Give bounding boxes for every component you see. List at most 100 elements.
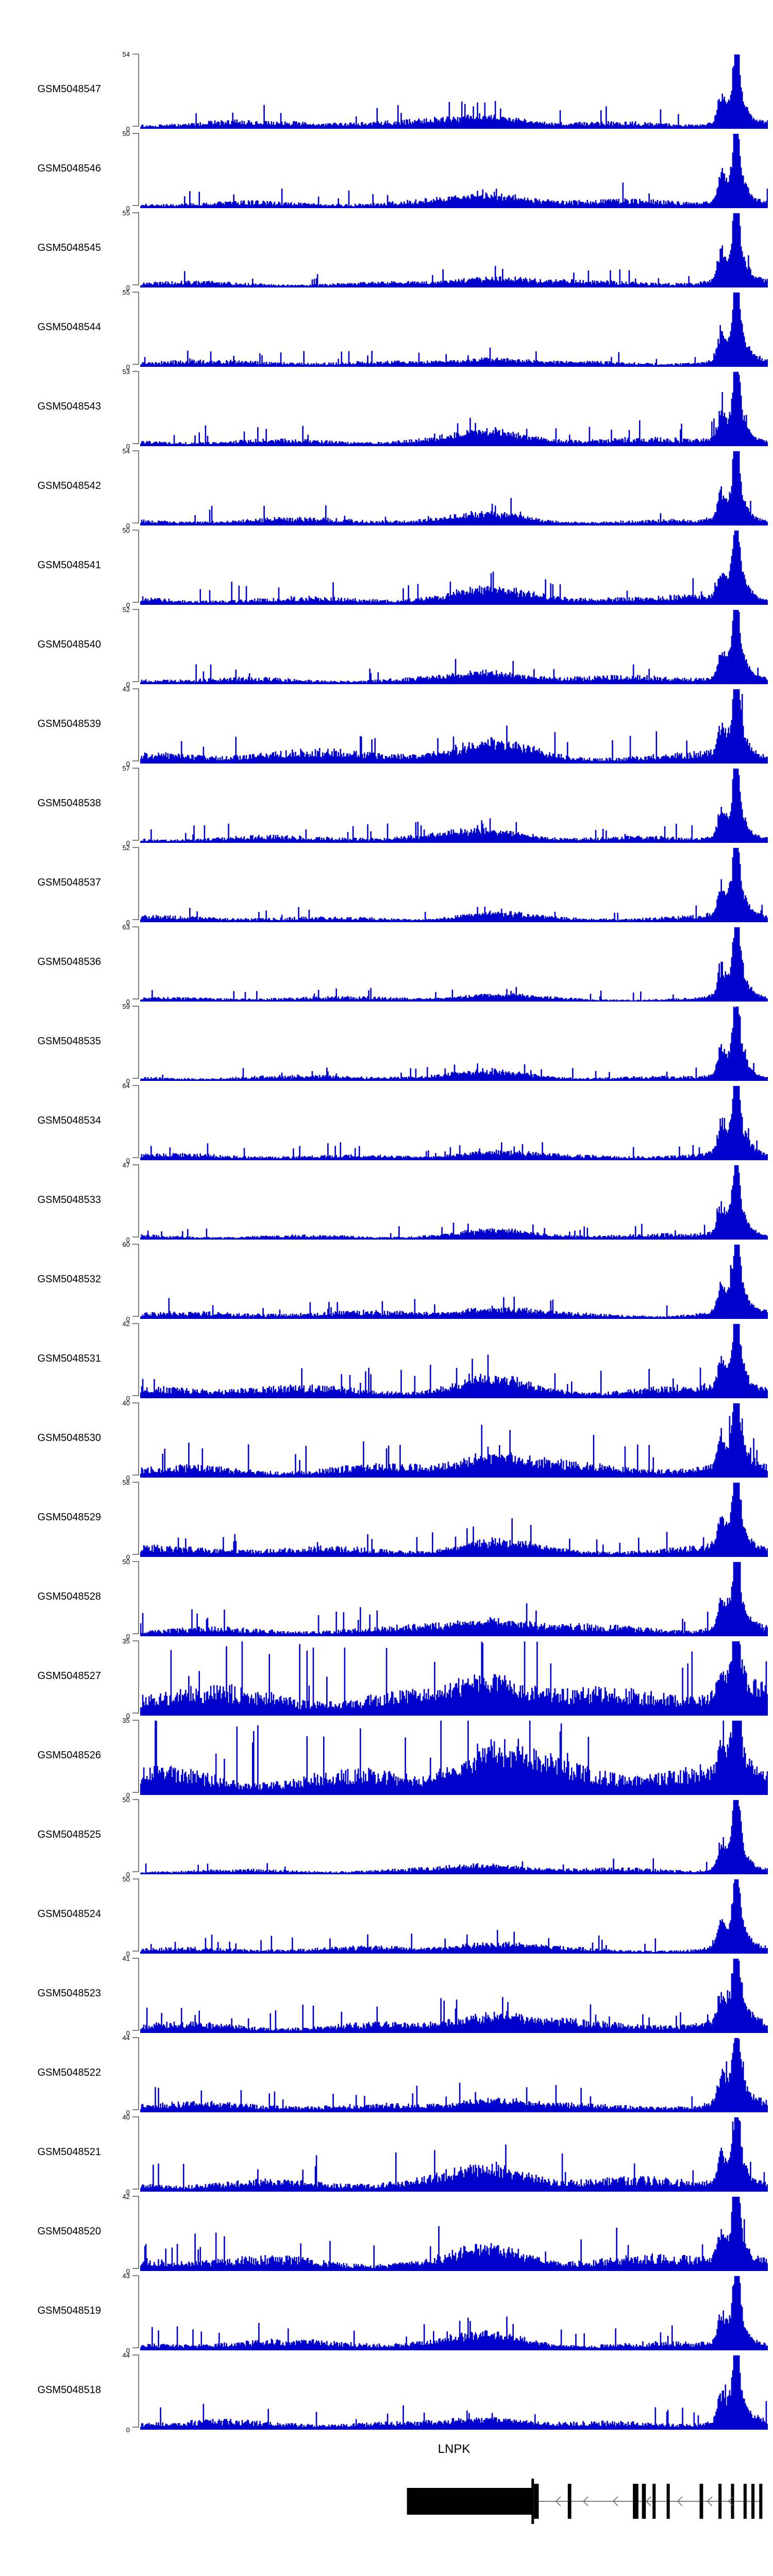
y-axis-bottom-tick [132, 443, 139, 444]
y-axis-min-label: 0 [126, 1791, 130, 1799]
y-axis-line [138, 371, 139, 444]
y-axis-top-tick [132, 212, 139, 213]
y-axis-bottom-tick [132, 522, 139, 523]
y-axis-min-label: 0 [126, 2267, 130, 2275]
coverage-plot[interactable] [140, 54, 768, 129]
y-axis-top-tick [132, 1323, 139, 1324]
coverage-plot[interactable] [140, 1799, 768, 1874]
y-axis-top-tick [132, 1402, 139, 1403]
y-axis-bottom-tick [132, 1633, 139, 1634]
y-axis-bottom-tick [132, 1078, 139, 1079]
y-axis-min-label: 0 [126, 284, 130, 292]
track-sample-label: GSM5048532 [37, 1274, 101, 1285]
y-axis-bottom-tick [132, 681, 139, 682]
coverage-track: GSM5048546 50 0 [0, 130, 773, 212]
y-axis-line [138, 1799, 139, 1872]
coverage-plot[interactable] [140, 1482, 768, 1557]
coverage-track: GSM5048528 50 0 [0, 1558, 773, 1640]
coverage-track: GSM5048525 50 0 [0, 1796, 773, 1878]
track-y-axis: 50 0 [108, 1875, 139, 1958]
y-axis-min-label: 0 [126, 2109, 130, 2116]
y-axis-bottom-tick [132, 364, 139, 365]
y-axis-max-label: 60 [122, 1241, 130, 1248]
coverage-plot[interactable] [140, 1561, 768, 1636]
coverage-plot[interactable] [140, 609, 768, 684]
y-axis-bottom-tick [132, 998, 139, 999]
coverage-plot[interactable] [140, 1878, 768, 1954]
y-axis-min-label: 0 [126, 1553, 130, 1561]
track-y-axis: 47 0 [108, 1161, 139, 1244]
y-axis-max-label: 52 [122, 606, 130, 614]
coverage-plot[interactable] [140, 133, 768, 208]
y-axis-max-label: 64 [122, 1082, 130, 1090]
coverage-plot[interactable] [140, 2116, 768, 2192]
coverage-plot[interactable] [140, 2037, 768, 2112]
y-axis-top-tick [132, 1164, 139, 1165]
y-axis-top-tick [132, 2116, 139, 2117]
y-axis-line [138, 1244, 139, 1317]
gene-label: LNPK [438, 2442, 470, 2456]
coverage-track: GSM5048540 52 0 [0, 606, 773, 688]
track-y-axis: 50 0 [108, 527, 139, 609]
y-axis-max-label: 54 [122, 447, 130, 455]
track-y-axis: 54 0 [108, 50, 139, 133]
coverage-plot[interactable] [140, 1640, 768, 1716]
coverage-plot[interactable] [140, 847, 768, 922]
track-sample-label: GSM5048527 [37, 1670, 101, 1682]
coverage-plot[interactable] [140, 1958, 768, 2033]
track-sample-label: GSM5048533 [37, 1194, 101, 1206]
coverage-track: GSM5048542 54 0 [0, 447, 773, 530]
coverage-plot[interactable] [140, 1006, 768, 1081]
y-axis-top-tick [132, 450, 139, 451]
y-axis-line [138, 2116, 139, 2190]
track-sample-label: GSM5048535 [37, 1036, 101, 1047]
coverage-plot[interactable] [140, 1323, 768, 1398]
coverage-plot[interactable] [140, 371, 768, 446]
coverage-plot[interactable] [140, 530, 768, 605]
coverage-track: GSM5048539 43 0 [0, 685, 773, 768]
track-sample-label: GSM5048525 [37, 1829, 101, 1840]
track-y-axis: 43 0 [108, 2272, 139, 2354]
track-sample-label: GSM5048518 [37, 2384, 101, 2396]
y-axis-min-label: 0 [126, 839, 130, 847]
y-axis-line [138, 926, 139, 999]
coverage-track: GSM5048532 60 0 [0, 1241, 773, 1323]
y-axis-bottom-tick [132, 126, 139, 127]
coverage-plot[interactable] [140, 926, 768, 1002]
coverage-plot[interactable] [140, 2196, 768, 2271]
track-y-axis: 64 0 [108, 1082, 139, 1164]
y-axis-top-tick [132, 371, 139, 372]
track-sample-label: GSM5048537 [37, 877, 101, 888]
y-axis-line [138, 1164, 139, 1238]
coverage-track: GSM5048533 47 0 [0, 1161, 773, 1244]
y-axis-line [138, 1482, 139, 1555]
y-axis-top-tick [132, 54, 139, 55]
track-y-axis: 53 0 [108, 368, 139, 450]
coverage-track: GSM5048522 44 0 [0, 2034, 773, 2116]
y-axis-top-tick [132, 609, 139, 610]
coverage-track: GSM5048521 40 0 [0, 2113, 773, 2196]
coverage-plot[interactable] [140, 1244, 768, 1319]
y-axis-bottom-tick [132, 840, 139, 841]
y-axis-top-tick [132, 1878, 139, 1879]
gene-model-diagram[interactable] [140, 2473, 768, 2530]
coverage-plot[interactable] [140, 1164, 768, 1240]
coverage-track: GSM5048526 35 0 [0, 1717, 773, 1799]
y-axis-top-tick [132, 530, 139, 531]
coverage-plot[interactable] [140, 450, 768, 526]
coverage-track: GSM5048529 58 0 [0, 1479, 773, 1561]
y-axis-bottom-tick [132, 1157, 139, 1158]
coverage-plot[interactable] [140, 688, 768, 764]
coverage-plot[interactable] [140, 212, 768, 287]
coverage-plot[interactable] [140, 1085, 768, 1160]
coverage-plot[interactable] [140, 768, 768, 843]
coverage-plot[interactable] [140, 1720, 768, 1795]
coverage-plot[interactable] [140, 2354, 768, 2430]
y-axis-line [138, 54, 139, 127]
coverage-plot[interactable] [140, 292, 768, 367]
track-sample-label: GSM5048520 [37, 2226, 101, 2237]
y-axis-min-label: 0 [126, 125, 130, 133]
coverage-plot[interactable] [140, 1402, 768, 1478]
coverage-plot[interactable] [140, 2275, 768, 2350]
